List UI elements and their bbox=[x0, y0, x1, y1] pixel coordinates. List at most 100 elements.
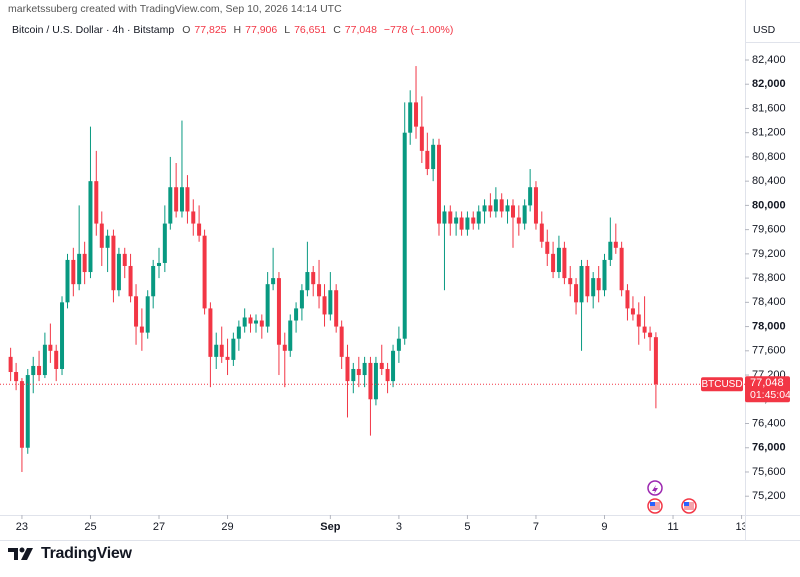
candle-body bbox=[385, 368, 390, 382]
candle-body bbox=[282, 344, 287, 351]
legend-key: O bbox=[182, 24, 191, 36]
candle-body bbox=[511, 205, 516, 218]
candle-body bbox=[54, 350, 59, 369]
candle-body bbox=[19, 381, 24, 448]
credit: marketssuberg created with TradingView.c… bbox=[8, 3, 342, 15]
y-tick-label: 76,000 bbox=[752, 442, 786, 454]
candle-body bbox=[516, 217, 521, 224]
candle-body bbox=[630, 308, 635, 315]
x-tick-label: 3 bbox=[396, 521, 402, 533]
x-tick-label: 11 bbox=[667, 521, 678, 533]
candle-body bbox=[197, 223, 202, 236]
candle-body bbox=[134, 296, 139, 327]
candle-body bbox=[174, 187, 179, 212]
candle-body bbox=[31, 365, 36, 376]
candle-body bbox=[368, 362, 373, 400]
candle-body bbox=[294, 308, 299, 321]
x-tick-label: 5 bbox=[464, 521, 470, 533]
candle-body bbox=[71, 259, 76, 285]
y-tick-label: 79,200 bbox=[752, 248, 786, 260]
candle-body bbox=[276, 278, 281, 345]
candle-body bbox=[351, 368, 356, 382]
y-tick-label: 77,600 bbox=[752, 345, 786, 357]
candle-body bbox=[151, 265, 156, 297]
candle-body bbox=[42, 344, 47, 376]
candle-body bbox=[48, 344, 53, 351]
candle-body bbox=[608, 241, 613, 260]
x-tick-label: 9 bbox=[601, 521, 607, 533]
candle-body bbox=[128, 265, 133, 297]
y-tick-label: 78,000 bbox=[752, 320, 786, 332]
candle-body bbox=[613, 241, 618, 248]
candle-body bbox=[94, 181, 99, 224]
candle-body bbox=[642, 326, 647, 333]
candle-body bbox=[259, 320, 264, 327]
candle-body bbox=[317, 284, 322, 297]
candle-body bbox=[636, 314, 641, 327]
candle-body bbox=[499, 199, 504, 212]
candle-body bbox=[356, 368, 361, 376]
price-badge bbox=[745, 376, 790, 403]
candle-body bbox=[596, 278, 601, 291]
candle-body bbox=[619, 247, 624, 291]
candle-body bbox=[436, 144, 441, 224]
candle-body bbox=[139, 326, 144, 333]
y-tick-label: 80,800 bbox=[752, 151, 786, 163]
y-tick-label: 78,400 bbox=[752, 296, 786, 308]
candle-body bbox=[339, 326, 344, 357]
candle-body bbox=[105, 235, 110, 248]
x-tick-label: 27 bbox=[153, 521, 165, 533]
currency-button[interactable]: USD bbox=[753, 24, 776, 36]
candle-body bbox=[459, 217, 464, 230]
candle-body bbox=[648, 332, 653, 338]
candle-body bbox=[431, 144, 436, 170]
candle-body bbox=[311, 272, 316, 285]
candle-body bbox=[551, 253, 556, 273]
candle-body bbox=[545, 241, 550, 254]
candle-body bbox=[448, 211, 453, 224]
candle-body bbox=[568, 278, 573, 285]
candle-body bbox=[82, 253, 87, 273]
y-tick-label: 76,400 bbox=[752, 417, 786, 429]
y-tick-label: 79,600 bbox=[752, 224, 786, 236]
candle-body bbox=[602, 259, 607, 291]
candle-body bbox=[528, 187, 533, 206]
symbol-badge-text: BTCUSD bbox=[701, 379, 742, 390]
y-tick-label: 80,000 bbox=[752, 199, 786, 211]
candle-body bbox=[88, 181, 93, 273]
candle-body bbox=[162, 223, 167, 263]
x-tick-label: Sep bbox=[320, 521, 340, 533]
candle-body bbox=[379, 362, 384, 369]
candle-body bbox=[179, 187, 184, 212]
candle-body bbox=[299, 290, 304, 309]
candle-body bbox=[77, 253, 82, 285]
candle-body bbox=[556, 247, 561, 273]
legend-value: 77,825 bbox=[194, 24, 227, 36]
candle-body bbox=[493, 199, 498, 212]
legend-key: L bbox=[284, 24, 291, 36]
legend-key: H bbox=[233, 24, 242, 36]
y-tick-label: 81,600 bbox=[752, 102, 786, 114]
candle-body bbox=[591, 278, 596, 297]
candle-body bbox=[419, 126, 424, 151]
candle-body bbox=[505, 205, 510, 212]
y-tick-label: 81,200 bbox=[752, 127, 786, 139]
candle-body bbox=[253, 320, 258, 324]
candle-body bbox=[373, 362, 378, 400]
candle-body bbox=[231, 338, 236, 360]
candle-body bbox=[168, 187, 173, 224]
candle-body bbox=[539, 223, 544, 242]
candle-body bbox=[574, 284, 579, 303]
candle-body bbox=[122, 253, 127, 266]
candle-body bbox=[465, 217, 470, 230]
candle-body bbox=[214, 344, 219, 357]
legend-change: −778 (−1.00%) bbox=[383, 24, 454, 36]
event-icon bbox=[681, 498, 697, 514]
legend-value: 76,651 bbox=[294, 24, 327, 36]
candle-body bbox=[208, 308, 213, 357]
plot-area: 23 25 27 29 Sep 3 5 7 9 11 13 bbox=[0, 66, 745, 533]
candle-body bbox=[116, 253, 121, 291]
candle-body bbox=[185, 187, 190, 212]
candle-body bbox=[425, 150, 430, 170]
